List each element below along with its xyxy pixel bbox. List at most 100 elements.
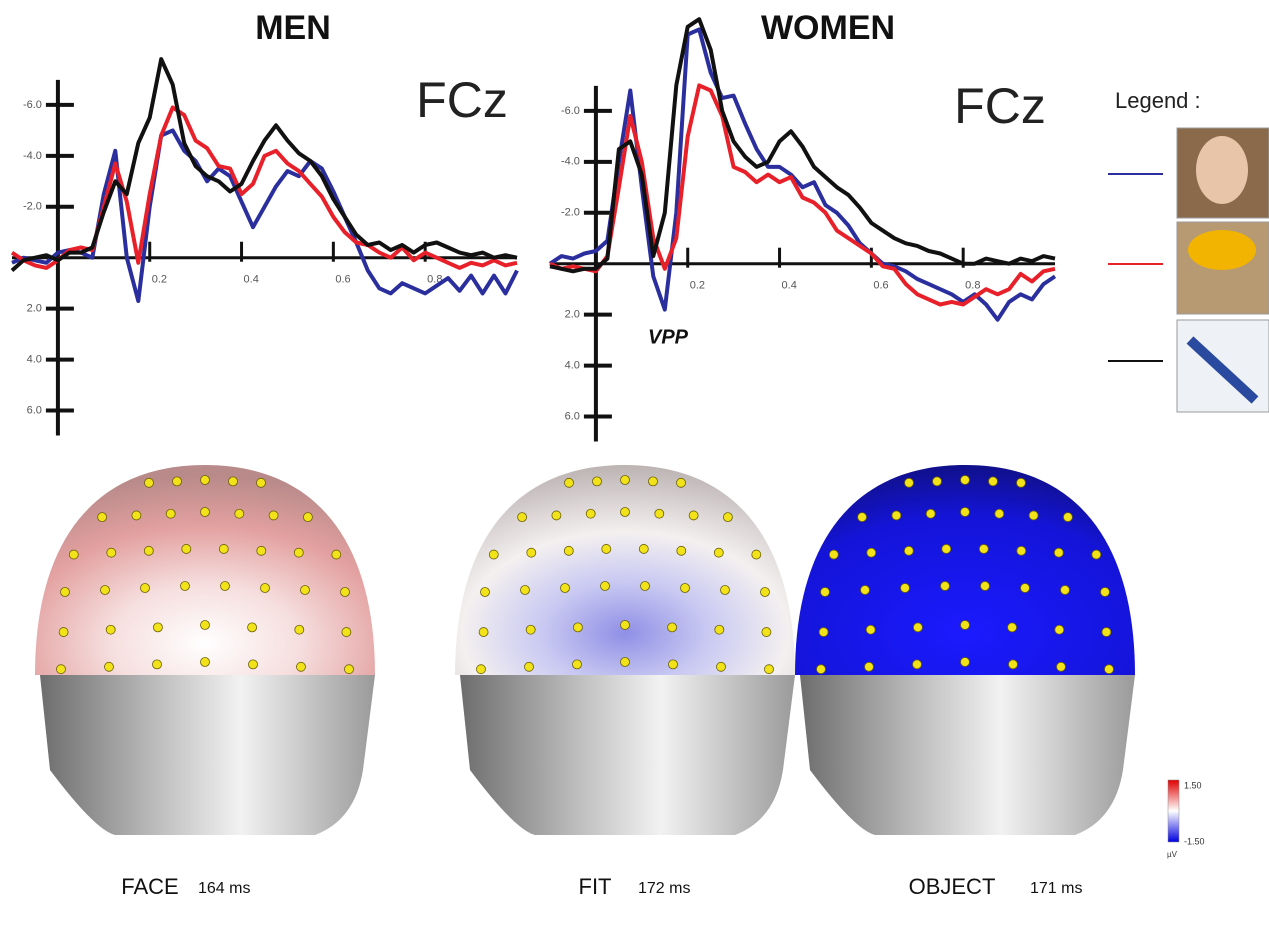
- electrode: [926, 509, 935, 518]
- y-tick-label: 2.0: [27, 303, 42, 315]
- electrode: [173, 477, 182, 486]
- electrode: [235, 509, 244, 518]
- electrode: [145, 478, 154, 487]
- electrode: [1017, 546, 1026, 555]
- electrode: [141, 584, 150, 593]
- electrode: [961, 658, 970, 667]
- electrode: [518, 513, 527, 522]
- electrode: [761, 588, 770, 597]
- condition-label: FIT: [579, 874, 612, 899]
- electrode: [677, 478, 686, 487]
- electrode: [762, 628, 771, 637]
- electrode: [98, 513, 107, 522]
- electrode: [905, 478, 914, 487]
- electrode: [621, 476, 630, 485]
- electrode: [1055, 625, 1064, 634]
- electrode: [57, 665, 66, 674]
- scalp-cap: [455, 465, 795, 675]
- electrode: [201, 476, 210, 485]
- electrode: [668, 623, 677, 632]
- x-tick-label: 0.4: [782, 280, 797, 292]
- electrode: [817, 665, 826, 674]
- y-tick-label: 4.0: [565, 359, 580, 371]
- electrode: [621, 621, 630, 630]
- latency-label: 171 ms: [1030, 880, 1082, 897]
- electrode: [525, 662, 534, 671]
- electrode: [181, 582, 190, 591]
- electrode: [341, 588, 350, 597]
- x-tick-label: 0.2: [690, 280, 705, 292]
- electrode: [677, 546, 686, 555]
- electrode: [1021, 584, 1030, 593]
- electrode: [621, 658, 630, 667]
- electrode: [621, 508, 630, 517]
- electrode: [69, 550, 78, 559]
- electrode: [269, 511, 278, 520]
- electrode: [901, 584, 910, 593]
- y-tick-label: -4.0: [23, 150, 42, 162]
- electrode: [295, 625, 304, 634]
- electrode: [481, 588, 490, 597]
- electrode: [249, 660, 258, 669]
- electrode: [961, 476, 970, 485]
- y-tick-label: 6.0: [565, 410, 580, 422]
- electrode: [669, 660, 678, 669]
- electrode: [639, 544, 648, 553]
- electrode: [229, 477, 238, 486]
- electrode: [715, 625, 724, 634]
- electrode: [979, 544, 988, 553]
- electrode: [1105, 665, 1114, 674]
- scalp-cap: [35, 465, 375, 675]
- electrode: [752, 550, 761, 559]
- electrode: [132, 511, 141, 520]
- electrode: [593, 477, 602, 486]
- electrode: [59, 628, 68, 637]
- x-tick-label: 0.8: [965, 280, 980, 292]
- y-tick-label: -2.0: [23, 201, 42, 213]
- y-tick-label: 4.0: [27, 354, 42, 366]
- electrode: [866, 625, 875, 634]
- electrode: [717, 662, 726, 671]
- x-tick-label: 0.6: [335, 274, 350, 286]
- condition-label: OBJECT: [909, 874, 996, 899]
- electrode: [479, 628, 488, 637]
- electrode: [867, 548, 876, 557]
- electrode: [723, 513, 732, 522]
- electrode: [166, 509, 175, 518]
- electrode: [219, 544, 228, 553]
- electrode: [858, 513, 867, 522]
- electrode: [1063, 513, 1072, 522]
- electrode: [107, 548, 116, 557]
- electrode: [1054, 548, 1063, 557]
- electrode: [297, 662, 306, 671]
- electrode: [201, 508, 210, 517]
- electrode: [61, 588, 70, 597]
- electrode: [1009, 660, 1018, 669]
- electrode: [552, 511, 561, 520]
- electrode: [1008, 623, 1017, 632]
- latency-label: 172 ms: [638, 880, 690, 897]
- electrode: [201, 621, 210, 630]
- x-tick-label: 0.6: [873, 280, 888, 292]
- electrode: [602, 544, 611, 553]
- electrode: [573, 660, 582, 669]
- electrode: [303, 513, 312, 522]
- legend-title: Legend :: [1115, 88, 1201, 113]
- colorbar: 1.50 -1.50 µV: [1167, 780, 1205, 859]
- face: [800, 675, 1135, 835]
- electrode: [913, 623, 922, 632]
- scalp-cap: [795, 465, 1135, 675]
- erp-line: [550, 19, 1055, 271]
- electrode: [565, 478, 574, 487]
- face: [40, 675, 375, 835]
- channel-label: FCz: [954, 78, 1046, 134]
- electrode: [655, 509, 664, 518]
- electrode: [521, 586, 530, 595]
- electrode: [933, 477, 942, 486]
- y-tick-label: -2.0: [561, 207, 580, 219]
- electrode: [981, 582, 990, 591]
- electrode: [294, 548, 303, 557]
- chart-title: MEN: [255, 9, 331, 47]
- electrode: [586, 509, 595, 518]
- electrode: [892, 511, 901, 520]
